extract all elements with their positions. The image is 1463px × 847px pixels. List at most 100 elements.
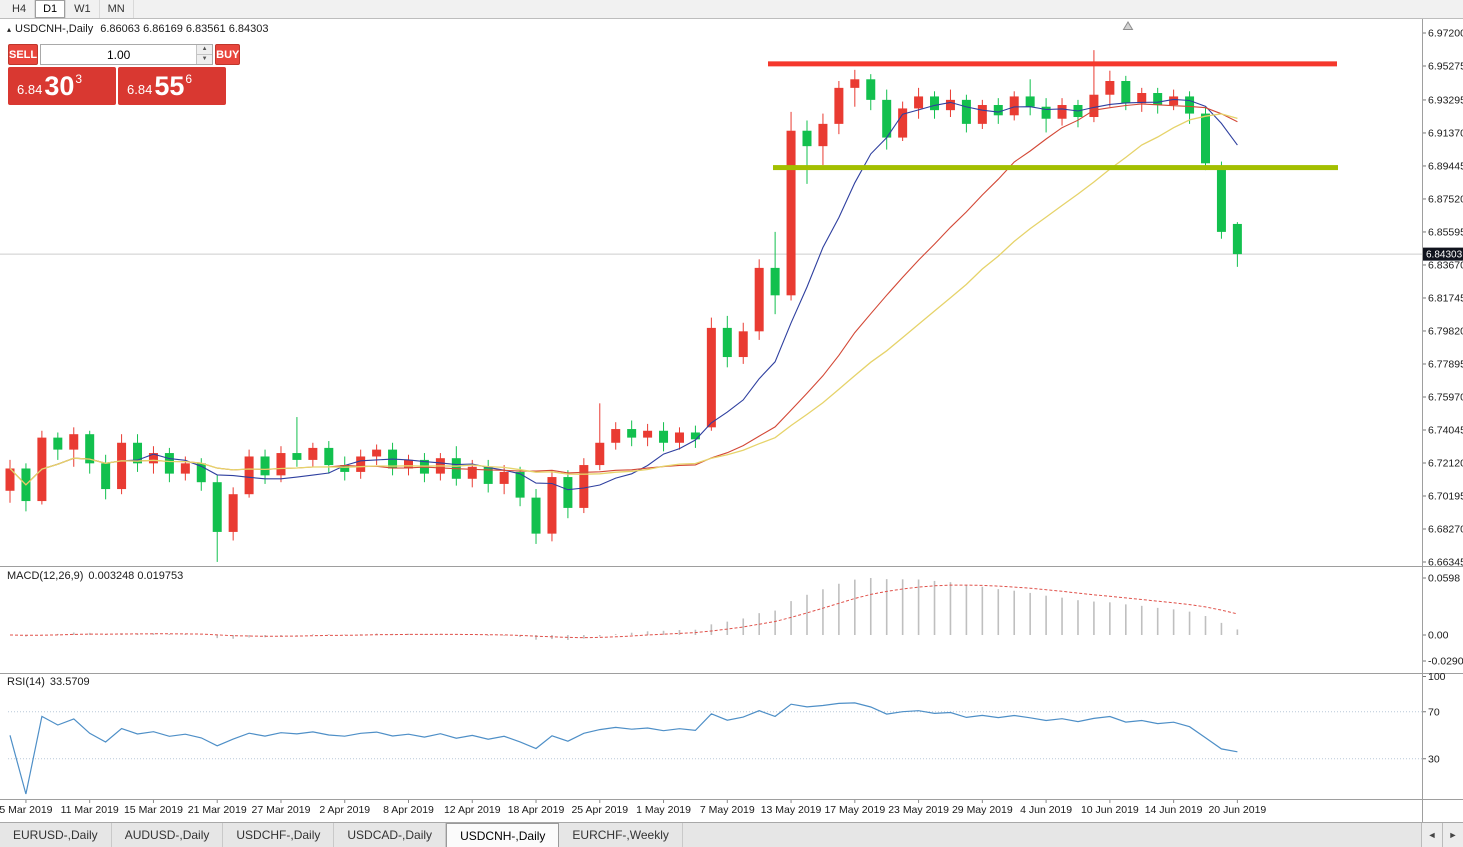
ma-line-medium (9, 103, 1238, 486)
date-axis[interactable]: 5 Mar 2019 11 Mar 2019 15 Mar 2019 21 Mar 2… (0, 800, 1266, 816)
candle-body (244, 456, 254, 495)
ma-line-slow (9, 113, 1238, 486)
sell-price-big-digits: 30 (44, 70, 75, 101)
candle-body (659, 430, 669, 443)
macd-tick-label: 0.0598 (1428, 573, 1460, 585)
macd-label: MACD(12,26,9) (7, 570, 84, 582)
chart-tab-usdcnh-daily[interactable]: USDCNH-,Daily (446, 823, 560, 847)
tabs-scroll-left-button[interactable]: ◄ (1421, 823, 1442, 847)
candle-body (1153, 93, 1163, 106)
candle-body (1105, 81, 1115, 95)
date-tick-label: 27 Mar 2019 (251, 804, 310, 816)
price-tick-label: 6.81745 (1428, 292, 1463, 304)
candle-body (754, 267, 764, 332)
candle-body (212, 482, 222, 532)
timeframe-button-d1[interactable]: D1 (35, 0, 67, 18)
candle-body (133, 442, 143, 464)
volume-box: ▲ ▼ (40, 44, 214, 65)
candle-body (834, 87, 844, 124)
sell-price-button[interactable]: 6.84 30 3 (8, 67, 116, 105)
chart-tab-eurchf-weekly[interactable]: EURCHF-,Weekly (559, 823, 683, 847)
date-tick-label: 12 Apr 2019 (444, 804, 501, 816)
ma-line-fast (9, 98, 1238, 491)
candle-body (961, 99, 971, 124)
candle-body (818, 123, 828, 147)
current-price-badge (1423, 247, 1463, 261)
timeframe-button-mn[interactable]: MN (100, 0, 134, 18)
candle-body (1025, 96, 1035, 107)
candle-body (611, 429, 621, 443)
quote-ohlc-values: 6.86063 6.86169 6.83561 6.84303 (100, 23, 269, 35)
date-tick-label: 23 May 2019 (888, 804, 949, 816)
candle-body (340, 465, 350, 472)
volume-up-button[interactable]: ▲ (197, 45, 213, 55)
candle-body (690, 432, 700, 440)
macd-values: 0.003248 0.019753 (88, 570, 184, 582)
macd-tick-label: 0.00 (1428, 630, 1449, 642)
date-tick-label: 29 May 2019 (952, 804, 1013, 816)
chart-tab-eurusd-daily[interactable]: EURUSD-,Daily (0, 823, 112, 847)
macd-signal-line (9, 584, 1238, 639)
candle-body (53, 437, 63, 450)
date-tick-label: 8 Apr 2019 (383, 804, 434, 816)
candle-body (706, 327, 716, 428)
rsi-value: 33.5709 (49, 676, 90, 688)
tab-scroll-buttons: ◄ ► (1421, 823, 1463, 847)
volume-down-button[interactable]: ▼ (197, 55, 213, 64)
chart-tab-bar: EURUSD-,Daily AUDUSD-,Daily USDCHF-,Daily U… (0, 822, 1463, 847)
price-tick-label: 6.70195 (1428, 491, 1463, 503)
candle-body (914, 96, 924, 109)
rsi-tick-label: 30 (1428, 753, 1440, 765)
rsi-line (9, 702, 1238, 795)
price-tick-label: 6.87520 (1428, 193, 1463, 205)
timeframe-toolbar: H4 D1 W1 MN (0, 0, 1463, 19)
support-line[interactable] (773, 165, 1338, 171)
candle-body (196, 463, 206, 483)
candle-body (1201, 113, 1210, 164)
candle-body (674, 432, 684, 443)
chart-tab-usdchf-daily[interactable]: USDCHF-,Daily (223, 823, 335, 847)
date-tick-label: 10 Jun 2019 (1081, 804, 1139, 816)
macd-panel (9, 578, 1239, 640)
candle-body (1057, 105, 1067, 119)
one-click-collapse-icon[interactable]: ▴ (7, 25, 12, 34)
candle-body (1185, 96, 1195, 114)
sell-price-prefix: 6.84 (17, 81, 43, 97)
price-axis[interactable]: 6.97200 6.95275 6.93295 6.91370 6.89445 6.875… (1423, 28, 1463, 766)
rsi-label: RSI(14) (7, 676, 45, 688)
volume-spinner: ▲ ▼ (196, 45, 213, 64)
volume-input[interactable] (41, 45, 197, 64)
candle-body (148, 453, 158, 464)
timeframe-button-w1[interactable]: W1 (66, 0, 100, 18)
candle-body (276, 453, 286, 476)
candle-body (483, 466, 493, 484)
date-tick-label: 20 Jun 2019 (1208, 804, 1266, 816)
chart-tab-audusd-daily[interactable]: AUDUSD-,Daily (112, 823, 224, 847)
date-tick-label: 7 May 2019 (700, 804, 755, 816)
tabs-scroll-right-button[interactable]: ► (1442, 823, 1463, 847)
date-tick-label: 5 Mar 2019 (0, 804, 53, 816)
price-tick-label: 6.85595 (1428, 226, 1463, 238)
price-tick-label: 6.79820 (1428, 325, 1463, 337)
timeframe-button-h4[interactable]: H4 (4, 0, 36, 18)
buy-button[interactable]: BUY (215, 44, 241, 65)
candle-body (404, 459, 413, 469)
price-tick-label: 6.91370 (1428, 127, 1463, 139)
date-tick-label: 21 Mar 2019 (188, 804, 247, 816)
candle-body (627, 429, 637, 438)
resistance-line[interactable] (768, 61, 1337, 67)
candle-body (977, 105, 987, 124)
candle-body (292, 453, 302, 460)
candle-body (69, 434, 79, 450)
rsi-header: RSI(14) 33.5709 (7, 676, 90, 688)
price-tick-label: 6.77895 (1428, 358, 1463, 370)
candle-body (356, 456, 366, 472)
candle-body (117, 442, 127, 490)
sell-button[interactable]: SELL (8, 44, 39, 65)
quote-header: ▴ USDCNH-,Daily 6.86063 6.86169 6.83561 6.… (7, 23, 268, 35)
buy-price-button[interactable]: 6.84 55 6 (118, 67, 226, 105)
chart-shift-marker-icon[interactable] (1122, 21, 1134, 30)
chart-tab-usdcad-daily[interactable]: USDCAD-,Daily (334, 823, 447, 847)
candle-body (499, 471, 509, 484)
